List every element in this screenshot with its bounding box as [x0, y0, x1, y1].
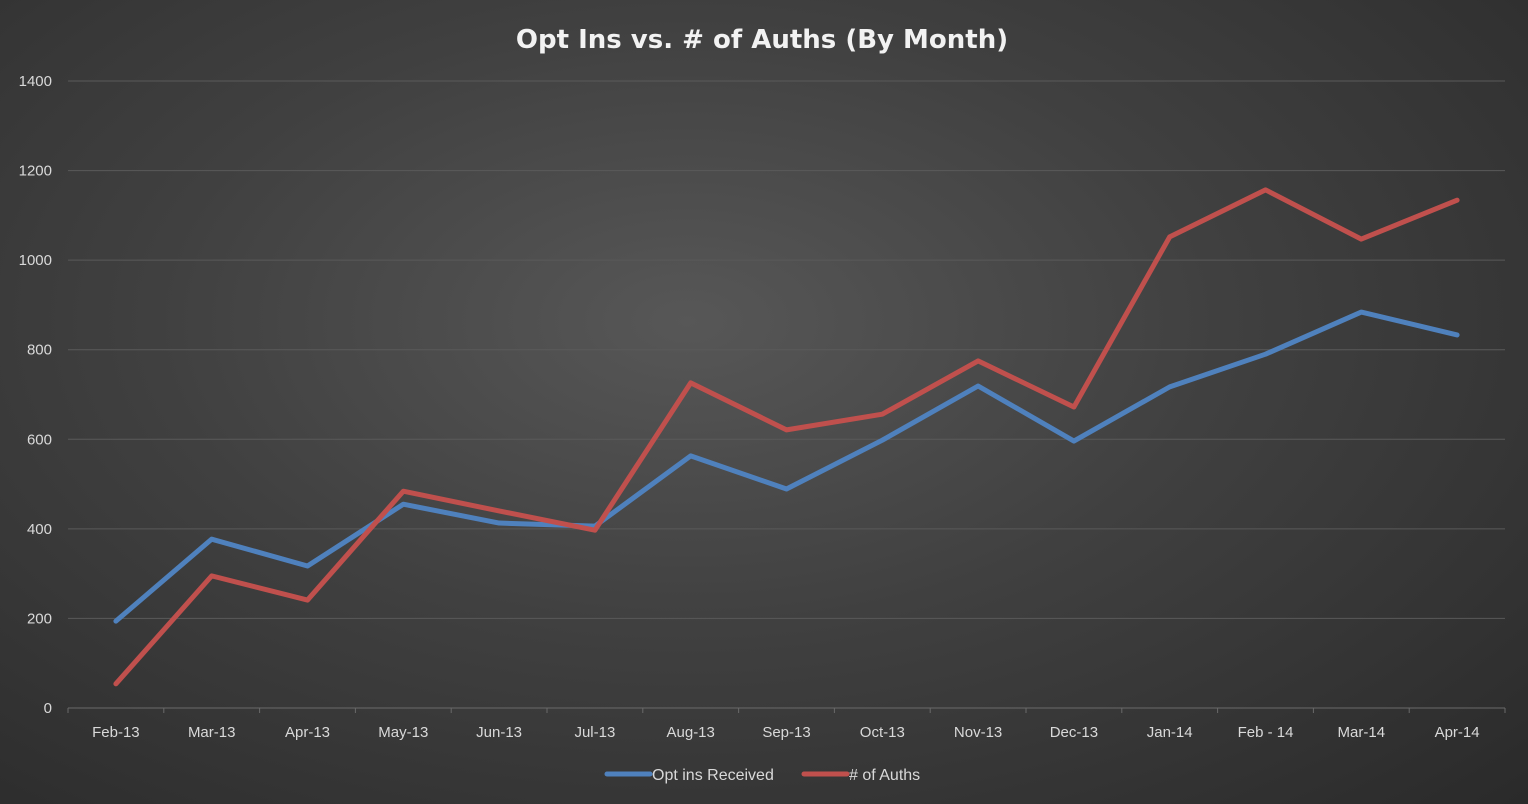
x-tick-label: Apr-14: [1435, 724, 1480, 741]
x-tick-label: Jun-13: [476, 724, 522, 741]
x-tick-label: Mar-14: [1338, 724, 1386, 741]
x-tick-label: Apr-13: [285, 724, 330, 741]
x-tick-label: Nov-13: [954, 724, 1002, 741]
legend-label-0: Opt ins Received: [652, 767, 774, 784]
y-tick-label: 600: [27, 431, 52, 448]
y-tick-label: 800: [27, 342, 52, 359]
y-tick-label: 200: [27, 610, 52, 627]
x-tick-label: Mar-13: [188, 724, 236, 741]
x-tick-label: Sep-13: [762, 724, 810, 741]
x-tick-label: Dec-13: [1050, 724, 1098, 741]
series-line-1: [113, 187, 1460, 687]
x-tick-label: Feb-13: [92, 724, 140, 741]
chart-title: Opt Ins vs. # of Auths (By Month): [516, 25, 1008, 55]
y-tick-label: 1000: [19, 252, 52, 269]
x-tick-label: Jan-14: [1147, 724, 1193, 741]
y-tick-label: 0: [44, 700, 52, 717]
x-tick-label: Feb - 14: [1238, 724, 1294, 741]
y-tick-label: 1200: [19, 163, 52, 180]
y-tick-label: 1400: [19, 73, 52, 90]
y-tick-label: 400: [27, 521, 52, 538]
series-line-0: [113, 309, 1460, 624]
x-tick-label: Jul-13: [574, 724, 615, 741]
legend-label-1: # of Auths: [849, 767, 920, 784]
x-tick-label: Oct-13: [860, 724, 905, 741]
x-tick-label: Aug-13: [667, 724, 715, 741]
x-tick-label: May-13: [378, 724, 428, 741]
